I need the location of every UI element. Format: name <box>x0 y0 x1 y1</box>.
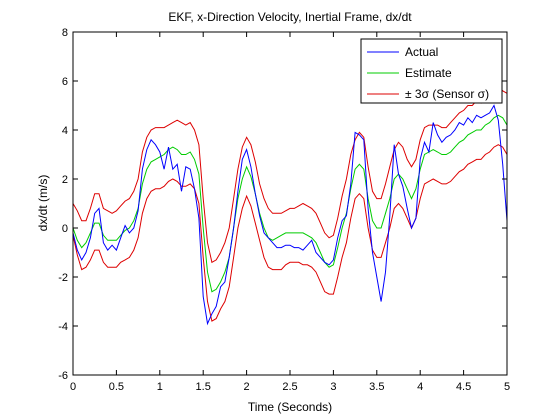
x-tick-label: 3 <box>330 381 336 393</box>
y-tick-label: 8 <box>62 27 68 39</box>
y-axis-label: dx/dt (m/s) <box>36 175 50 232</box>
x-tick-label: 0 <box>70 381 76 393</box>
x-tick-label: 3.5 <box>369 381 384 393</box>
x-tick-label: 0.5 <box>109 381 124 393</box>
y-tick-label: -6 <box>58 370 68 382</box>
y-tick-label: 6 <box>62 76 68 88</box>
x-tick-label: 1.5 <box>196 381 211 393</box>
legend-label-actual: Actual <box>405 45 438 59</box>
x-tick-label: 5 <box>504 381 510 393</box>
legend: Actual Estimate ± 3σ (Sensor σ) <box>360 38 503 104</box>
x-tick-label: 4.5 <box>456 381 471 393</box>
x-tick-label: 1 <box>157 381 163 393</box>
ticks-layer: 0 0.5 1 1.5 2 2.5 3 3.5 4 4.5 5 -6 -4 -2 0 2 4 6 8 <box>58 27 510 393</box>
plot-frame <box>72 31 508 376</box>
x-tick-label: 4 <box>417 381 423 393</box>
series-line-estimate <box>73 114 507 293</box>
legend-box <box>360 38 503 104</box>
x-tick-label: 2 <box>244 381 250 393</box>
legend-label-estimate: Estimate <box>405 66 452 80</box>
x-tick-label: 2.5 <box>282 381 297 393</box>
y-tick-label: -2 <box>58 272 68 284</box>
y-tick-label: 2 <box>62 174 68 186</box>
chart-title: EKF, x-Direction Velocity, Inertial Fram… <box>168 10 412 24</box>
legend-label-sigma: ± 3σ (Sensor σ) <box>405 87 489 101</box>
series-layer <box>73 85 507 326</box>
y-tick-label: -4 <box>58 321 68 333</box>
x-axis-label: Time (Seconds) <box>248 400 332 414</box>
series-line-sigma-lower <box>73 144 507 322</box>
y-tick-label: 0 <box>62 223 68 235</box>
series-line-sigma-upper <box>73 85 507 264</box>
series-line-actual <box>73 104 507 326</box>
y-tick-label: 4 <box>62 125 68 137</box>
